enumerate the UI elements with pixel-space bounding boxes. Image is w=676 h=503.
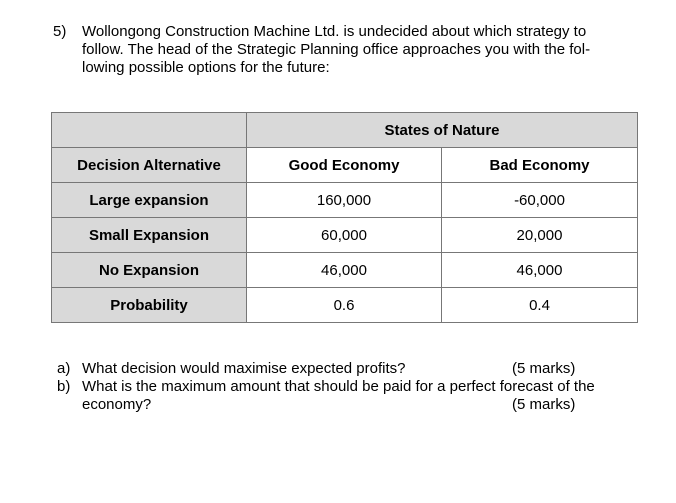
part-text-line: What is the maximum amount that should b… bbox=[82, 378, 595, 395]
bad-economy-header: Bad Economy bbox=[441, 147, 638, 183]
table-row: Small Expansion 60,000 20,000 bbox=[51, 217, 638, 253]
question-line: follow. The head of the Strategic Planni… bbox=[82, 41, 591, 58]
payoff-table: States of Nature Decision Alternative Go… bbox=[51, 112, 638, 323]
part-text-line: economy? bbox=[82, 396, 152, 413]
states-of-nature-header: States of Nature bbox=[246, 112, 638, 148]
table-header-row: States of Nature bbox=[51, 112, 638, 148]
header-blank-cell bbox=[51, 112, 247, 148]
part-marks: (5 marks) bbox=[512, 360, 576, 377]
question-parts: a) What decision would maximise expected… bbox=[57, 360, 647, 432]
column-header-row: Decision Alternative Good Economy Bad Ec… bbox=[51, 147, 638, 183]
decision-alternative-header: Decision Alternative bbox=[51, 147, 247, 183]
question-line: Wollongong Construction Machine Ltd. is … bbox=[82, 23, 587, 40]
question-text: Wollongong Construction Machine Ltd. is … bbox=[82, 23, 642, 77]
part-label: b) bbox=[57, 378, 71, 395]
good-economy-value: 160,000 bbox=[246, 182, 442, 218]
bad-economy-probability: 0.4 bbox=[441, 287, 638, 323]
question-number: 5) bbox=[53, 23, 67, 40]
row-label: Small Expansion bbox=[51, 217, 247, 253]
good-economy-value: 60,000 bbox=[246, 217, 442, 253]
part-a: a) What decision would maximise expected… bbox=[57, 360, 647, 378]
bad-economy-value: 20,000 bbox=[441, 217, 638, 253]
good-economy-value: 46,000 bbox=[246, 252, 442, 288]
question-line: lowing possible options for the future: bbox=[82, 59, 330, 76]
bad-economy-value: -60,000 bbox=[441, 182, 638, 218]
good-economy-header: Good Economy bbox=[246, 147, 442, 183]
row-label: Probability bbox=[51, 287, 247, 323]
table-row: Large expansion 160,000 -60,000 bbox=[51, 182, 638, 218]
bad-economy-value: 46,000 bbox=[441, 252, 638, 288]
table-row: No Expansion 46,000 46,000 bbox=[51, 252, 638, 288]
part-marks: (5 marks) bbox=[512, 396, 576, 413]
row-label: Large expansion bbox=[51, 182, 247, 218]
probability-row: Probability 0.6 0.4 bbox=[51, 287, 638, 323]
part-label: a) bbox=[57, 360, 71, 377]
row-label: No Expansion bbox=[51, 252, 247, 288]
part-b: b) What is the maximum amount that shoul… bbox=[57, 378, 647, 432]
good-economy-probability: 0.6 bbox=[246, 287, 442, 323]
part-text: What decision would maximise expected pr… bbox=[82, 360, 406, 377]
